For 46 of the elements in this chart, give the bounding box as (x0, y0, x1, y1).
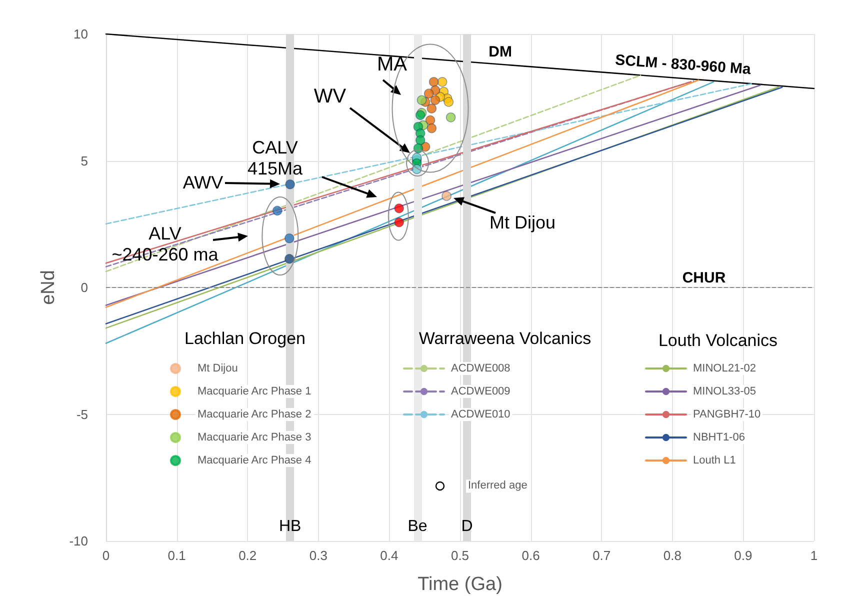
x-tick-label: 0.6 (522, 548, 540, 563)
ref-line-label: Be (408, 518, 428, 536)
legend-label: PANGBH7-10 (693, 408, 761, 420)
annotation: Inferred age (466, 480, 530, 492)
x-tick-label: 0.7 (592, 548, 611, 563)
legend-label: MINOL21-02 (693, 362, 756, 374)
annotation: Louth Volcanics (658, 331, 778, 351)
x-tick-label: 0.1 (168, 548, 186, 563)
legend-label: Macquarie Arc Phase 1 (198, 386, 312, 398)
legend-label: ACDWE010 (451, 408, 510, 420)
x-tick-label: 0.2 (238, 548, 257, 563)
legend-label: ACDWE009 (451, 386, 510, 398)
annotation: Warraweena Volcanics (418, 329, 592, 349)
legend-label: Macquarie Arc Phase 2 (198, 408, 312, 420)
y-tick-label: 0 (80, 280, 88, 295)
x-tick-label: 0.4 (380, 548, 398, 563)
x-axis-title: Time (Ga) (418, 574, 502, 595)
x-tick-label: 0.9 (734, 548, 752, 563)
x-tick-label: 0.3 (309, 548, 328, 563)
annotation: Lachlan Orogen (184, 329, 306, 349)
ref-line-label: D (461, 518, 473, 536)
y-axis-title: eNd (38, 270, 59, 305)
annotation: WV (314, 86, 346, 108)
legend-label: Mt Dijou (198, 362, 238, 374)
annotation: MA (377, 54, 407, 76)
legend-label: MINOL33-05 (693, 386, 756, 398)
legend-label: Macquarie Arc Phase 3 (198, 432, 312, 444)
annotation: AWV (182, 172, 224, 194)
y-tick-label: -5 (76, 406, 88, 422)
annotation: Mt Dijou (490, 212, 556, 234)
x-tick-label: 1 (810, 548, 818, 563)
y-tick-label: -10 (69, 534, 88, 548)
annotation: SCLM - 830-960 Ma (614, 52, 752, 79)
legend-label: ACDWE008 (451, 362, 510, 374)
x-tick-label: 0 (102, 548, 110, 563)
x-tick-label: 0.8 (663, 548, 682, 563)
annotation: DM (488, 44, 512, 62)
ref-line-label: CHUR (682, 268, 726, 286)
legend-label: Macquarie Arc Phase 4 (198, 454, 312, 466)
y-tick-label: 5 (80, 153, 88, 168)
annotation: CALV 415Ma (247, 137, 303, 179)
legend-label: Louth L1 (693, 454, 736, 466)
legend-label: NBHT1-06 (693, 432, 745, 444)
x-tick-label: 0.5 (450, 548, 470, 563)
y-tick-label: 10 (74, 26, 88, 42)
ref-line-label: HB (278, 518, 302, 536)
